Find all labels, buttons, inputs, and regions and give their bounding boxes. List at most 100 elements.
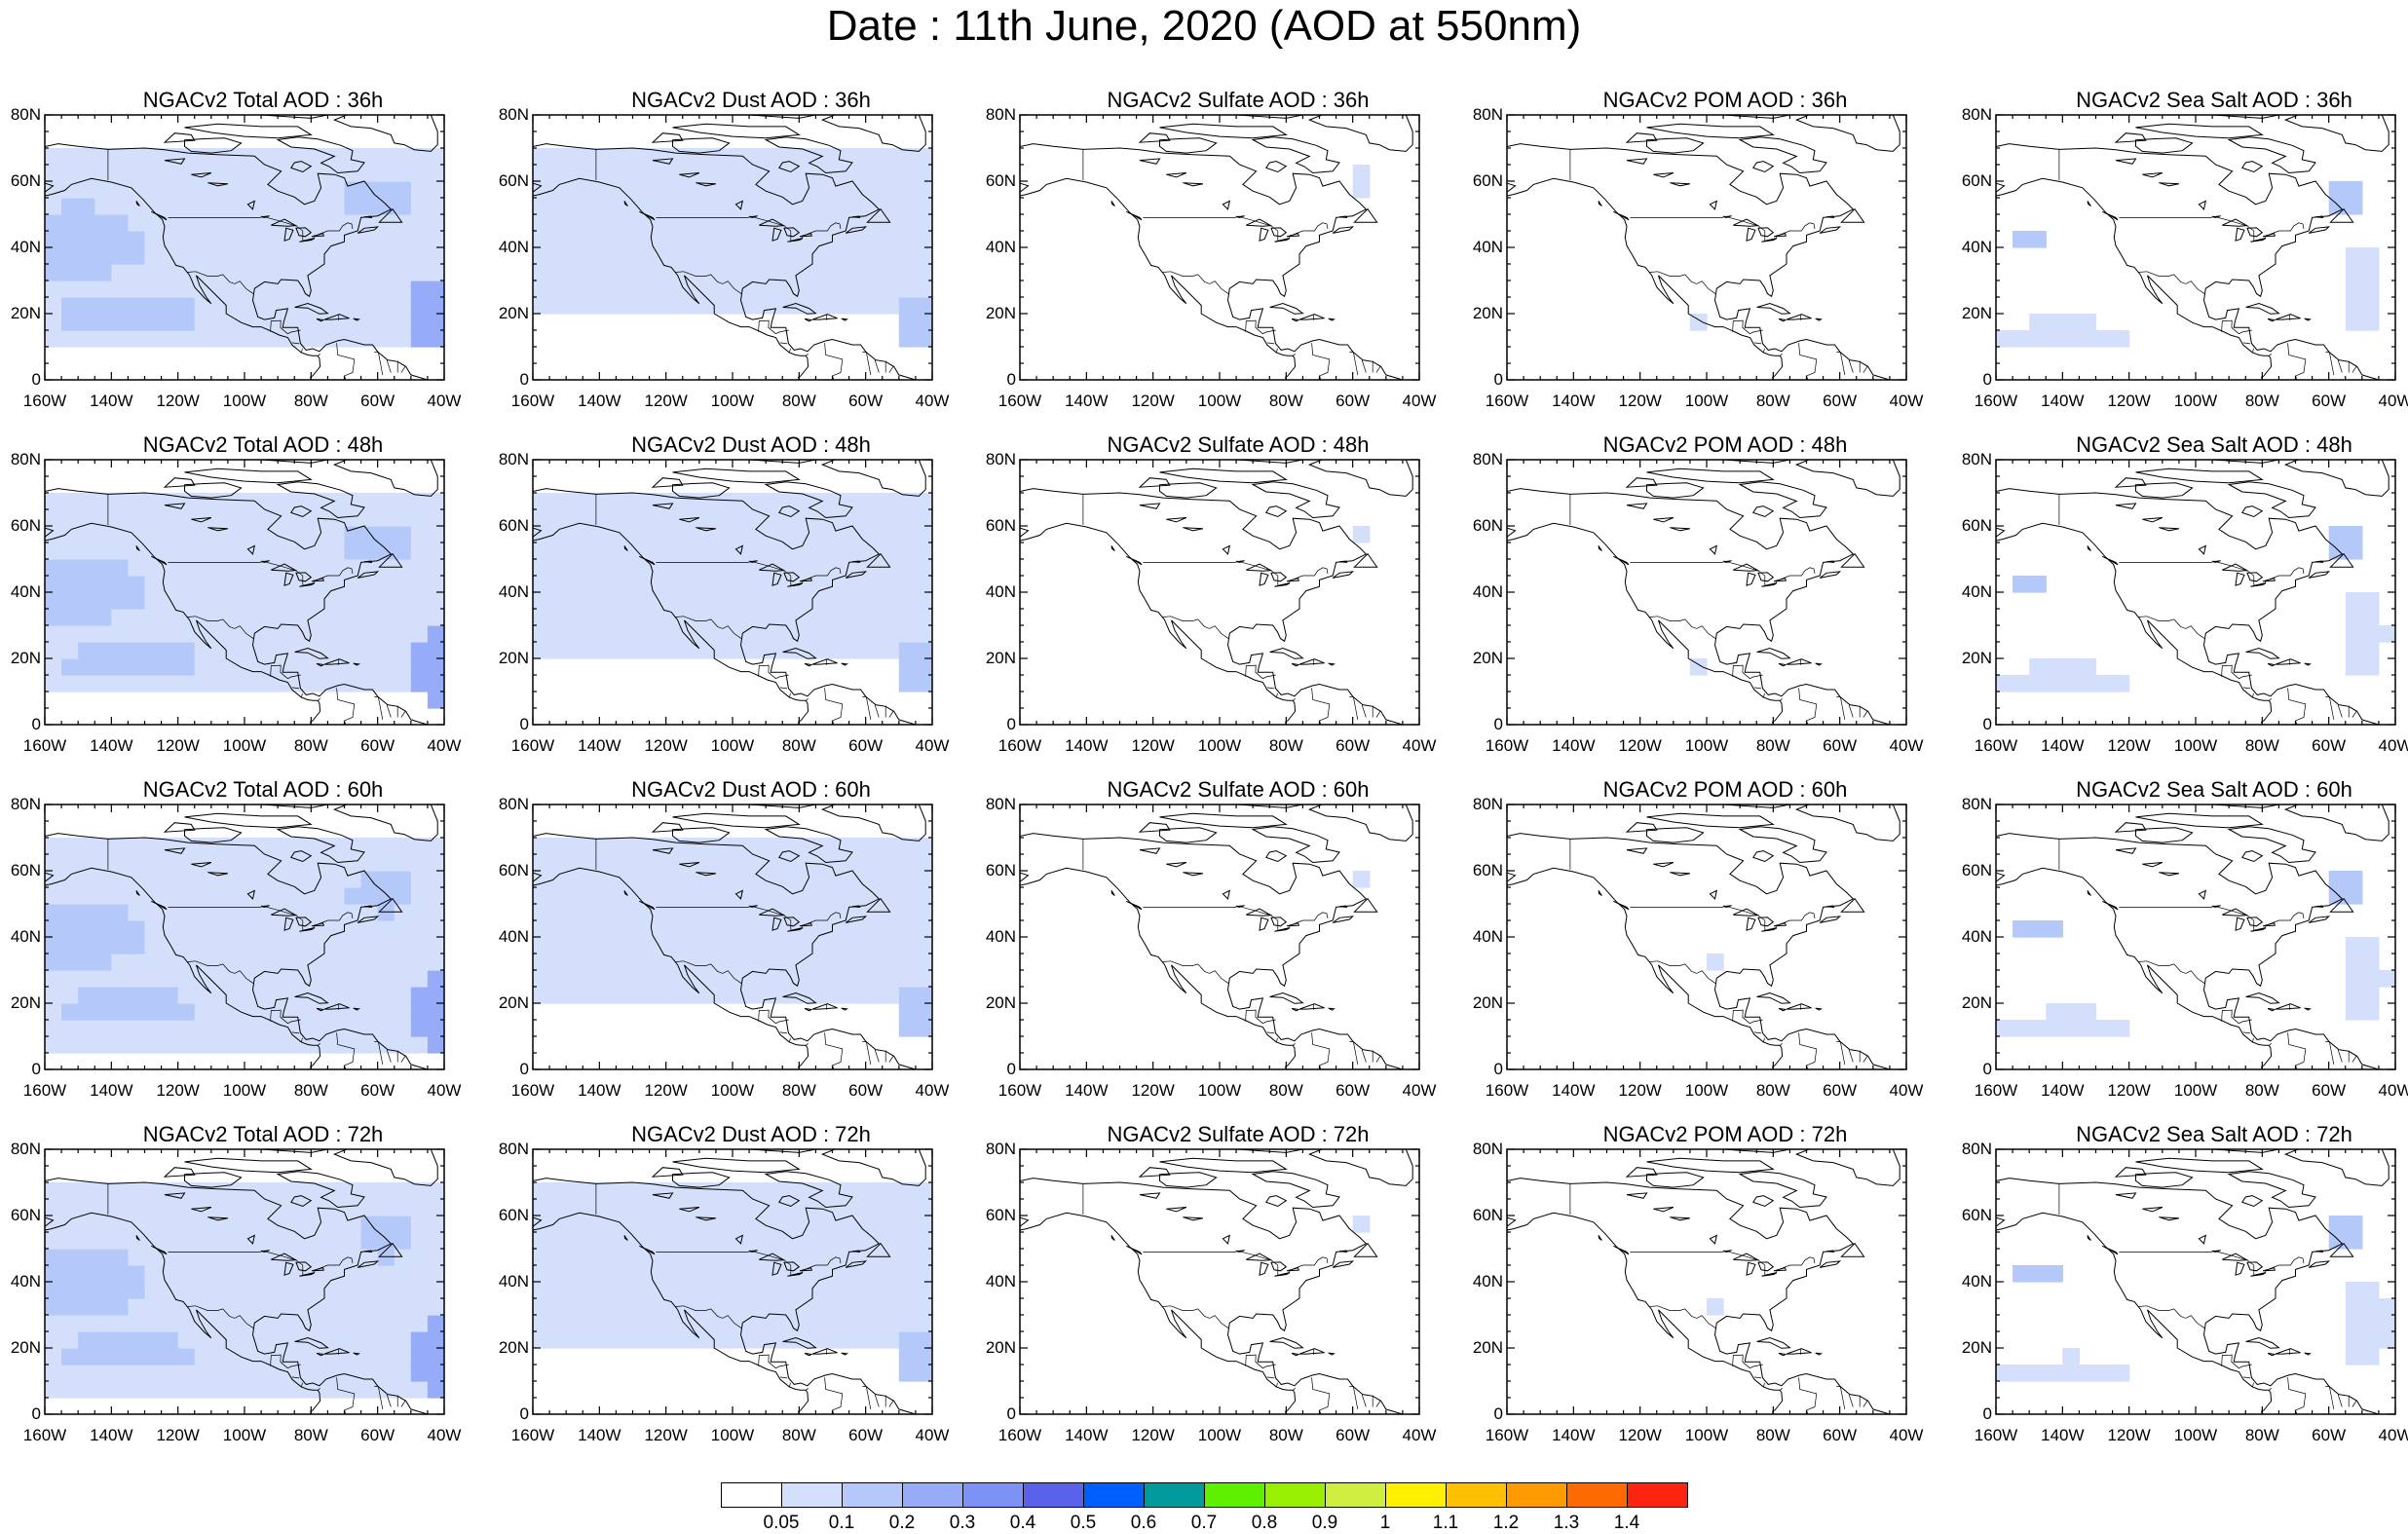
aod-cell [245,954,262,971]
aod-cell [228,297,245,315]
aod-cell [899,314,917,331]
aod-cell [666,181,684,199]
aod-cell [378,838,395,855]
aod-cell [411,314,429,331]
aod-cell [428,559,445,577]
aod-cell [633,1199,651,1216]
aod-cell [428,854,445,872]
aod-field [533,1182,933,1382]
aod-cell [128,609,145,626]
aod-cell [899,1282,917,1299]
coastline [1270,304,1303,315]
border-line [401,711,406,718]
aod-cell [2096,330,2114,348]
aod-cell [111,658,129,676]
aod-cell [411,987,429,1004]
aod-cell [395,1331,412,1349]
aod-cell [716,509,734,527]
aod-cell [78,871,95,888]
x-tick-label: 120W [1613,1426,1668,1445]
y-tick-label: 40N [0,238,41,257]
aod-cell [395,642,412,659]
coastline [1613,1246,1629,1254]
aod-cell [378,1265,395,1283]
aod-cell [899,675,917,692]
aod-cell [311,559,328,577]
aod-cell [633,231,651,248]
aod-cell [833,281,850,298]
aod-cell [145,625,163,643]
coastline [805,1353,811,1355]
y-tick-label: 80N [967,450,1016,469]
aod-cell [278,1232,295,1250]
aod-cell [294,214,312,232]
aod-cell [245,904,262,921]
aod-cell [145,1003,163,1021]
aod-cell [599,904,617,921]
aod-cell [178,297,196,315]
panel-title: NGACv2 Sulfate AOD : 72h [975,1122,1501,1147]
coastline [1599,545,1601,550]
x-tick-label: 80W [1746,1426,1800,1445]
aod-cell [395,264,412,281]
aod-cell [899,1331,917,1349]
aod-cell [815,1331,833,1349]
aod-cell [211,1265,229,1283]
aod-cell [883,493,900,510]
aod-cell [650,1232,667,1250]
aod-cell [749,920,767,938]
aod-cell [145,1282,163,1299]
aod-cell [766,887,783,905]
aod-cell [549,576,567,593]
aod-cell [61,281,79,298]
aod-cell [683,297,700,315]
aod-cell [599,1182,617,1200]
aod-cell [833,165,850,182]
aod-cell [411,526,429,543]
aod-cell [378,264,395,281]
y-tick-label: 0 [480,715,529,734]
aod-cell [78,1365,95,1382]
aod-cell [733,954,750,971]
aod-cell [815,526,833,543]
coastline [1183,183,1203,186]
aod-cell [345,625,362,643]
aod-cell [61,264,79,281]
border-line [2119,561,2304,585]
aod-cell [899,576,917,593]
aod-cell [428,526,445,543]
coastline [1733,219,1757,226]
aod-cell [78,1282,95,1299]
x-tick-label: 140W [572,736,626,756]
aod-cell [245,1249,262,1266]
map-frame [1507,115,1906,380]
aod-cell [45,314,62,331]
aod-cell [833,297,850,315]
aod-cell [2029,330,2047,348]
aod-cell [666,920,684,938]
y-tick-label: 60N [480,516,529,536]
aod-cell [378,198,395,215]
aod-cell [294,264,312,281]
aod-cell [94,920,112,938]
aod-cell [162,198,179,215]
x-tick-label: 40W [905,1081,959,1101]
aod-cell [45,1003,62,1021]
aod-cell [178,1265,196,1283]
aod-cell [162,592,179,610]
coastline [2088,890,2090,895]
aod-cell [549,904,567,921]
aod-cell [378,1182,395,1200]
aod-cell [411,920,429,938]
aod-cell [228,181,245,199]
aod-cell [395,609,412,626]
aod-cell [583,493,600,510]
aod-cell [849,1265,867,1283]
coastline [2309,227,2329,234]
aod-cell [361,970,379,988]
aod-cell [883,214,900,232]
aod-cell [395,1199,412,1216]
y-tick-label: 40N [0,927,41,947]
